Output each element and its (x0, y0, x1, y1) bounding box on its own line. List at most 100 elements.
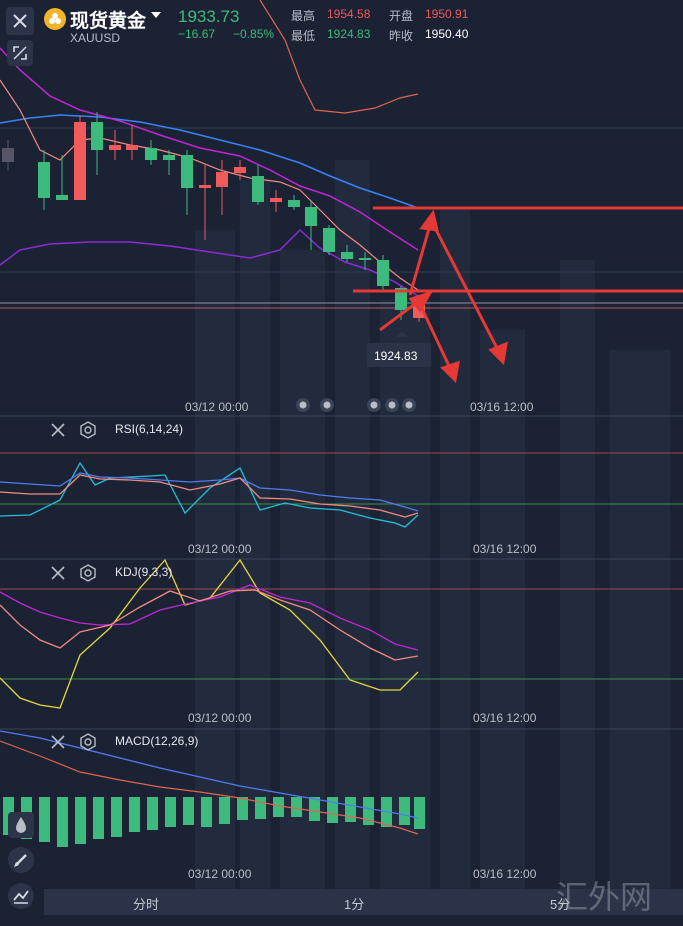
line-tool-icon (13, 890, 29, 904)
pencil-icon (14, 854, 27, 867)
arrowhead-3 (488, 341, 508, 366)
arrow-down-2 (416, 299, 452, 369)
arrowhead-1 (408, 290, 434, 313)
macd-bar (57, 797, 68, 847)
candle-body (91, 122, 103, 150)
low-price-marker-text: 1924.83 (374, 349, 418, 363)
watermark: 汇外网 (556, 878, 653, 916)
macd-orange-line (0, 740, 419, 835)
macd-bar (183, 797, 194, 825)
macd-blue-line (0, 730, 419, 819)
background-pattern (195, 160, 670, 890)
macd-bar (75, 797, 86, 844)
macd-label: MACD(12,26,9) (115, 734, 199, 748)
macd-bar (363, 797, 374, 825)
macd-bar (219, 797, 230, 824)
candle-body (56, 195, 68, 200)
rsi-settings-icon[interactable] (79, 421, 97, 439)
close-icon (13, 14, 27, 28)
kdj-close-icon[interactable] (50, 565, 66, 581)
annotation-drawing[interactable] (353, 206, 683, 384)
instrument-title[interactable]: 现货黄金 (70, 11, 147, 32)
candle-body (395, 288, 407, 310)
candle-body (145, 148, 157, 160)
tab-5min[interactable]: 5分 (550, 897, 571, 912)
tab-timeshare[interactable]: 分时 (133, 897, 160, 912)
high-value: 1954.58 (327, 7, 371, 21)
macd-bar (255, 797, 266, 819)
macd-settings-icon[interactable] (79, 733, 97, 751)
candle-body (163, 155, 175, 160)
current-price: 1933.73 (178, 7, 240, 26)
candle-body (199, 185, 211, 188)
rsi-panel (0, 452, 683, 528)
ma-blue-line (0, 114, 419, 209)
macd-bar (201, 797, 212, 827)
chart-scroll-dots[interactable] (296, 398, 416, 412)
candle-body (234, 167, 246, 173)
line-tool-button[interactable] (8, 883, 34, 909)
rsi-cyan-line (0, 461, 419, 528)
kdj-time-start: 03/12 00:00 (188, 711, 252, 725)
macd-bar (93, 797, 104, 839)
kdj-panel (0, 558, 683, 709)
expand-button[interactable] (7, 40, 33, 66)
macd-bar (147, 797, 158, 830)
arrow-up-1 (379, 298, 421, 332)
time-label-start: 03/12 00:00 (185, 400, 249, 414)
arrowhead-4 (440, 360, 460, 384)
rsi-blue-line (0, 472, 419, 512)
arrow-up-2 (408, 224, 432, 296)
macd-bar (237, 797, 248, 820)
rsi-label: RSI(6,14,24) (115, 422, 184, 436)
macd-time-start: 03/12 00:00 (188, 867, 252, 881)
price-change: −16.67 (178, 27, 216, 41)
ma-upper-salmon (259, 0, 419, 114)
macd-bar (111, 797, 122, 837)
macd-bar (399, 797, 410, 825)
time-label-end: 03/16 12:00 (470, 400, 534, 414)
macd-time-end: 03/16 12:00 (473, 867, 537, 881)
candle-body (74, 122, 86, 200)
macd-bar (327, 797, 338, 823)
candle-body (305, 207, 317, 226)
kdj-settings-icon[interactable] (79, 564, 97, 582)
dropdown-icon[interactable] (151, 12, 161, 20)
rsi-close-icon[interactable] (50, 422, 66, 438)
kdj-salmon-line (0, 589, 419, 661)
ma-salmon-line (0, 79, 419, 291)
pencil-button[interactable] (8, 847, 34, 873)
drop-tool-button[interactable] (8, 812, 34, 838)
macd-close-icon[interactable] (50, 734, 66, 750)
price-change-pct: −0.85% (233, 27, 275, 41)
candlestick-series (2, 112, 425, 322)
instrument-symbol: XAUUSD (70, 31, 121, 45)
candle-body (2, 148, 14, 162)
macd-bar (129, 797, 140, 832)
tab-1min[interactable]: 1分 (344, 897, 365, 912)
gold-coin-icon (44, 8, 66, 30)
macd-bar (165, 797, 176, 827)
candle-body (38, 162, 50, 198)
kdj-magenta-line (0, 584, 419, 651)
candle-body (216, 172, 228, 187)
panel-dividers (0, 415, 683, 730)
candle-body (109, 145, 121, 150)
low-label: 最低 (291, 29, 316, 43)
macd-bar (345, 797, 356, 822)
low-value: 1924.83 (327, 27, 371, 41)
close-button[interactable] (6, 7, 34, 35)
macd-bar (273, 797, 284, 817)
rsi-time-end: 03/16 12:00 (473, 542, 537, 556)
candle-body (323, 228, 335, 252)
candle-body (126, 145, 138, 150)
ma-magenta-line (0, 47, 419, 251)
expand-icon (13, 46, 27, 60)
ma-magenta-lower (0, 228, 419, 297)
macd-bar (309, 797, 320, 821)
arrow-down-1 (430, 221, 500, 351)
prev-close-value: 1950.40 (425, 27, 469, 41)
open-value: 1950.91 (425, 7, 469, 21)
